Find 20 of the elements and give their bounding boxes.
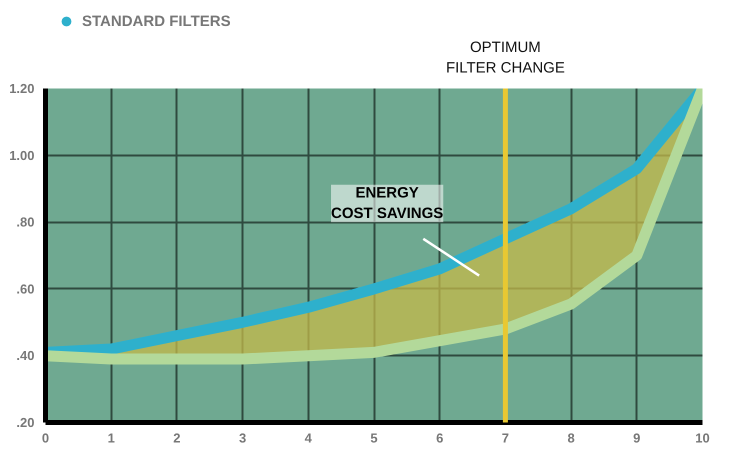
y-tick-label: .60 [16,281,35,296]
legend-label: STANDARD FILTERS [82,12,231,30]
x-tick-label: 7 [502,430,510,446]
y-tick-label: 1.20 [9,81,35,96]
x-tick-label: 0 [42,430,50,446]
ref-line-label: OPTIMUM FILTER CHANGE [446,39,565,76]
y-tick-label: .40 [16,348,35,364]
y-tick-label: .20 [16,415,35,430]
x-tick-label: 4 [304,430,313,446]
x-tick-label: 5 [370,430,378,446]
x-tick-label: 1 [108,430,115,446]
annotation: ENERGY COST SAVINGS [331,184,444,222]
y-tick-label: 1.00 [9,148,35,163]
y-tick-label: .80 [16,214,35,230]
x-tick-label: 2 [173,430,181,446]
x-tick-label: 6 [436,430,444,446]
x-tick-label: 8 [567,430,575,446]
x-tick-label: 3 [238,430,246,446]
x-tick-label: 10 [695,430,710,446]
x-tick-label: 9 [633,430,640,446]
